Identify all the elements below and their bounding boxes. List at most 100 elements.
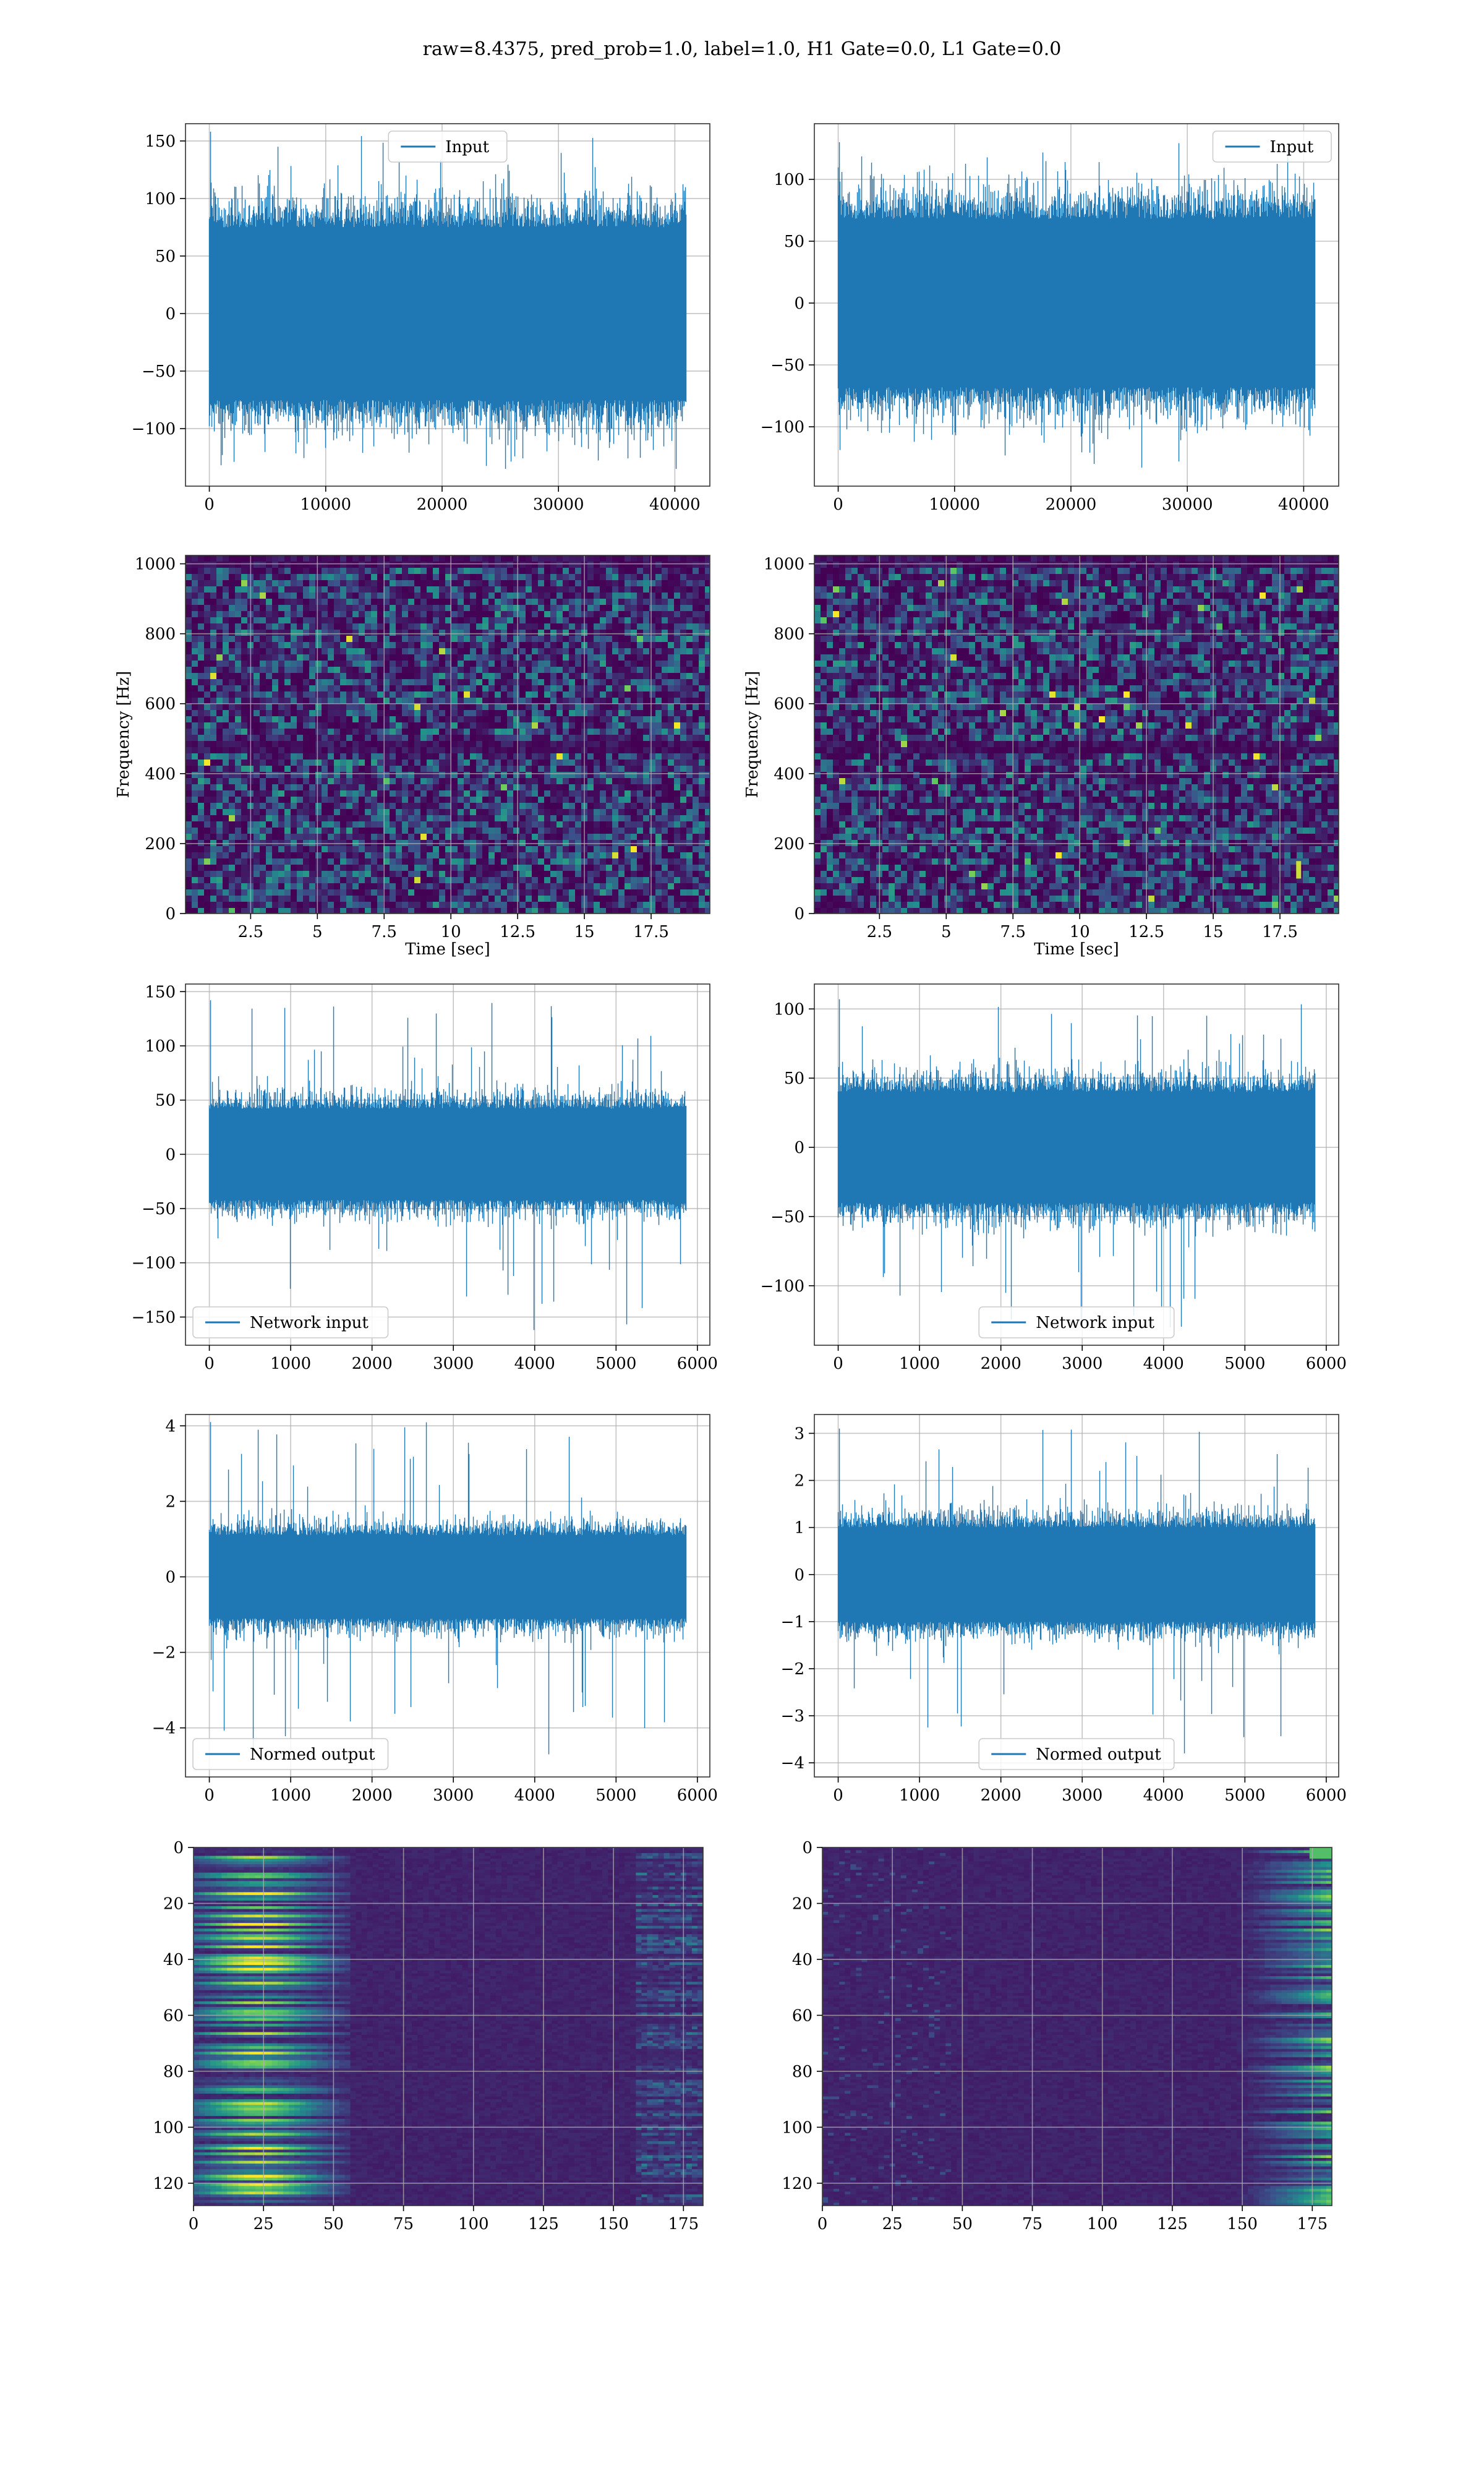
y-tick-label: 50 — [155, 1092, 176, 1110]
y-tick-label: 50 — [784, 1069, 804, 1088]
y-tick-label: −50 — [770, 356, 804, 375]
x-tick-label: 6000 — [677, 1786, 718, 1805]
x-tick-label: 30000 — [1162, 495, 1213, 514]
x-tick-label: 10000 — [929, 495, 980, 514]
legend-label: Normed output — [250, 1745, 375, 1764]
x-tick-label: 2000 — [981, 1355, 1021, 1373]
x-tick-label: 125 — [528, 2215, 559, 2233]
x-tick-label: 12.5 — [500, 923, 535, 941]
x-tick-label: 5000 — [595, 1355, 636, 1373]
x-tick-label: 2000 — [352, 1786, 393, 1805]
y-tick-label: 0 — [173, 1839, 184, 1857]
y-tick-label: 150 — [145, 983, 176, 1001]
y-tick-label: −1 — [781, 1613, 804, 1632]
y-tick-label: 0 — [165, 905, 176, 923]
heatmap-cells — [822, 1847, 1332, 2206]
x-tick-label: 150 — [1227, 2215, 1258, 2233]
y-tick-label: 2 — [794, 1472, 804, 1491]
x-axis-label: Time [sec] — [405, 940, 490, 959]
y-tick-label: 1000 — [135, 555, 176, 574]
x-tick-label: 10 — [1070, 923, 1090, 941]
y-tick-label: −150 — [132, 1308, 176, 1327]
y-tick-label: 60 — [163, 2006, 184, 2025]
x-tick-label: 5000 — [1224, 1355, 1265, 1373]
y-tick-label: 0 — [165, 1568, 176, 1586]
y-tick-label: 100 — [782, 2118, 812, 2137]
x-tick-label: 17.5 — [633, 923, 669, 941]
y-tick-label: −100 — [761, 1277, 804, 1296]
x-tick-label: 0 — [204, 495, 215, 514]
x-tick-label: 25 — [882, 2215, 903, 2233]
x-tick-label: 0 — [833, 1786, 843, 1805]
heatmap-cells — [186, 555, 710, 914]
x-tick-label: 100 — [1087, 2215, 1118, 2233]
y-tick-label: 800 — [145, 625, 176, 644]
x-tick-label: 0 — [189, 2215, 199, 2233]
legend: Network input — [192, 1306, 389, 1338]
x-tick-label: 2000 — [352, 1355, 393, 1373]
x-tick-label: 4000 — [514, 1786, 555, 1805]
legend-label: Network input — [1036, 1314, 1154, 1332]
axes-frame — [814, 1414, 1339, 1778]
axes-frame — [185, 1414, 710, 1778]
panel-network-input-h1: 0 1000 2000 3000 4000 5000 6000 −150 −100 −50 0 50 1… — [132, 983, 718, 1373]
x-tick-label: 17.5 — [1262, 923, 1298, 941]
panel-feature-map-h1: 0 25 50 75 100 125 150 175 0 20 40 60 80 100 120 — [153, 1839, 704, 2233]
legend-box — [388, 131, 508, 163]
x-tick-label: 10000 — [300, 495, 351, 514]
x-tick-label: 1000 — [899, 1355, 940, 1373]
panel-input-h1: 0 10000 20000 30000 40000 −100 −50 0 50 100 150 Inp… — [132, 123, 710, 514]
y-tick-label: 0 — [794, 1566, 804, 1585]
series-line — [837, 142, 1316, 468]
x-tick-label: 6000 — [677, 1355, 718, 1373]
y-tick-label: 60 — [792, 2006, 812, 2025]
y-tick-label: 3 — [794, 1424, 804, 1443]
x-tick-label: 5000 — [595, 1786, 636, 1805]
x-tick-label: 175 — [668, 2215, 699, 2233]
panel-input-l1: 0 10000 20000 30000 40000 −100 −50 0 50 100 Input — [761, 123, 1339, 514]
legend-box — [192, 1306, 389, 1338]
y-tick-label: 100 — [774, 171, 804, 189]
panel-feature-map-l1: 0 25 50 75 100 125 150 175 0 20 40 60 80 100 120 — [782, 1839, 1333, 2233]
y-axis-label: Frequency [Hz] — [114, 671, 133, 798]
panel-network-input-l1: 0 1000 2000 3000 4000 5000 6000 −100 −50 0 50 100 Ne… — [761, 983, 1347, 1373]
y-tick-label: 40 — [792, 1951, 812, 1969]
x-tick-label: 25 — [254, 2215, 274, 2233]
legend: Network input — [978, 1306, 1175, 1338]
y-tick-label: 100 — [774, 1000, 804, 1019]
y-tick-label: 150 — [145, 132, 176, 151]
y-tick-label: 0 — [794, 905, 804, 923]
x-tick-label: 0 — [817, 2215, 828, 2233]
y-tick-label: −100 — [761, 418, 804, 437]
x-tick-label: 2000 — [981, 1786, 1021, 1805]
x-tick-label: 75 — [393, 2215, 414, 2233]
y-tick-label: 50 — [784, 233, 804, 251]
y-tick-label: 50 — [155, 247, 176, 266]
x-tick-label: 40000 — [649, 495, 701, 514]
legend: Normed output — [978, 1738, 1175, 1770]
y-tick-label: 120 — [153, 2175, 184, 2193]
y-tick-label: 400 — [145, 765, 176, 784]
panel-spectrogram-h1: 2.5 5 7.5 10 12.5 15 17.5 0 200 400 600 800 1000 Time… — [114, 555, 710, 959]
axes-frame — [185, 555, 710, 914]
y-tick-label: 100 — [145, 1037, 176, 1056]
series-line — [837, 1428, 1316, 1753]
x-tick-label: 100 — [458, 2215, 489, 2233]
y-tick-label: 0 — [794, 294, 804, 313]
y-tick-label: 80 — [163, 2063, 184, 2081]
x-tick-label: 1000 — [270, 1786, 311, 1805]
y-tick-label: 40 — [163, 1951, 184, 1969]
series-line — [837, 999, 1316, 1327]
axes-frame — [814, 555, 1339, 914]
x-tick-label: 7.5 — [1000, 923, 1026, 941]
x-tick-label: 20000 — [417, 495, 468, 514]
legend-box — [1212, 131, 1332, 163]
x-tick-label: 4000 — [1143, 1786, 1184, 1805]
x-tick-label: 5 — [941, 923, 952, 941]
x-tick-label: 30000 — [533, 495, 584, 514]
y-tick-label: 4 — [165, 1417, 176, 1436]
x-tick-label: 10 — [441, 923, 461, 941]
axes-frame — [814, 123, 1339, 487]
x-tick-label: 3000 — [433, 1786, 474, 1805]
x-tick-label: 75 — [1022, 2215, 1043, 2233]
